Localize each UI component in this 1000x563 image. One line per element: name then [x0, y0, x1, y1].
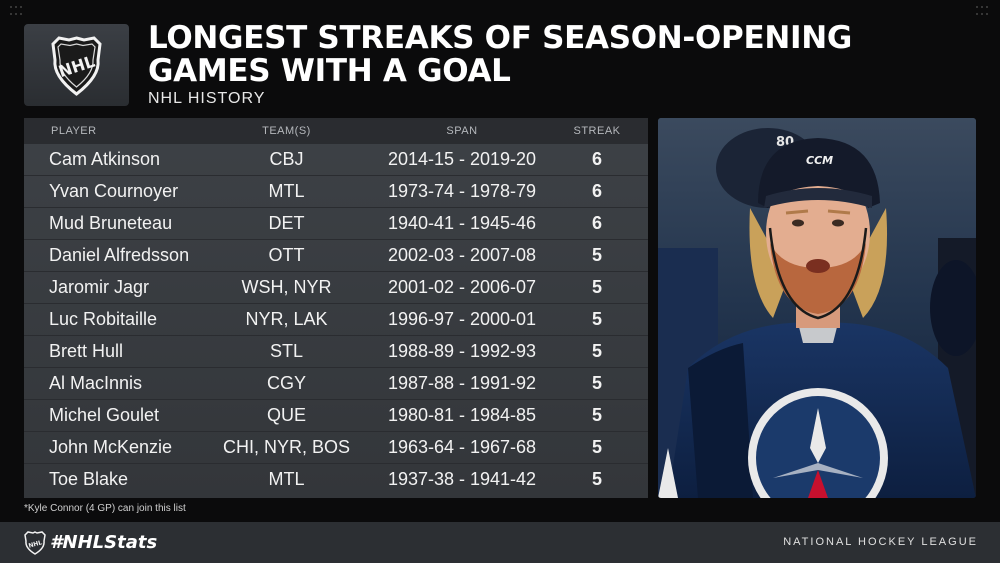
- season-span: 1988-89 - 1992-93: [387, 341, 537, 361]
- player-teams: CBJ: [269, 149, 304, 169]
- hockey-player-photo-icon: 80 CCM: [658, 118, 976, 498]
- corner-dots-right: [976, 6, 990, 20]
- player-name: Brett Hull: [49, 341, 124, 361]
- player-teams: OTT: [268, 245, 305, 265]
- table-row: Mud Bruneteau DET 1940-41 - 1945-46 6: [24, 208, 648, 240]
- page-subtitle: NHL HISTORY: [148, 90, 266, 107]
- season-span: 2001-02 - 2006-07: [387, 277, 537, 297]
- player-teams: MTL: [268, 181, 305, 201]
- streak-count: 6: [591, 181, 602, 201]
- season-span: 1963-64 - 1967-68: [387, 437, 537, 457]
- streak-count: 5: [591, 309, 602, 329]
- table-row: John McKenzie CHI, NYR, BOS 1963-64 - 19…: [24, 432, 648, 464]
- streak-count: 5: [591, 341, 602, 361]
- player-name: John McKenzie: [49, 437, 173, 457]
- league-name: NATIONAL HOCKEY LEAGUE: [783, 536, 978, 548]
- player-name: Al MacInnis: [49, 373, 143, 393]
- logo-box: NHL: [24, 24, 129, 106]
- table-row: Brett Hull STL 1988-89 - 1992-93 5: [24, 336, 648, 368]
- player-name: Yvan Cournoyer: [49, 181, 179, 201]
- player-teams: STL: [269, 341, 303, 361]
- table-header: PLAYER TEAM(S) SPAN STREAK: [24, 118, 648, 144]
- player-name: Michel Goulet: [49, 405, 160, 425]
- player-teams: WSH, NYR: [241, 277, 332, 297]
- streaks-table: PLAYER TEAM(S) SPAN STREAK Cam Atkinson …: [24, 118, 648, 498]
- streak-count: 5: [591, 373, 602, 393]
- season-span: 1937-38 - 1941-42: [387, 469, 537, 489]
- table-row: Jaromir Jagr WSH, NYR 2001-02 - 2006-07 …: [24, 272, 648, 304]
- streak-count: 5: [591, 277, 602, 297]
- season-span: 1996-97 - 2000-01: [387, 309, 537, 329]
- streak-count: 5: [591, 437, 602, 457]
- column-header-player: PLAYER: [51, 125, 97, 137]
- player-teams: MTL: [268, 469, 305, 489]
- column-header-streak: STREAK: [573, 125, 621, 137]
- page-title: Longest Streaks of Season-Opening Games …: [148, 20, 853, 89]
- streak-count: 5: [591, 469, 602, 489]
- streak-count: 6: [591, 149, 602, 169]
- table-row: Toe Blake MTL 1937-38 - 1941-42 5: [24, 464, 648, 495]
- table-row: Luc Robitaille NYR, LAK 1996-97 - 2000-0…: [24, 304, 648, 336]
- season-span: 1973-74 - 1978-79: [387, 181, 537, 201]
- player-name: Cam Atkinson: [49, 149, 161, 169]
- player-teams: DET: [268, 213, 305, 233]
- player-name: Jaromir Jagr: [49, 277, 150, 297]
- season-span: 1940-41 - 1945-46: [387, 213, 537, 233]
- footer-bar: NHL #NHLStats NATIONAL HOCKEY LEAGUE: [0, 522, 1000, 563]
- player-name: Toe Blake: [49, 469, 129, 489]
- table-row: Yvan Cournoyer MTL 1973-74 - 1978-79 6: [24, 176, 648, 208]
- season-span: 1987-88 - 1991-92: [387, 373, 537, 393]
- player-name: Daniel Alfredsson: [49, 245, 190, 265]
- season-span: 2002-03 - 2007-08: [387, 245, 537, 265]
- player-name: Mud Bruneteau: [49, 213, 173, 233]
- svg-text:NHL: NHL: [28, 539, 43, 549]
- player-teams: NYR, LAK: [245, 309, 328, 329]
- column-header-teams: TEAM(S): [262, 125, 311, 137]
- table-row: Daniel Alfredsson OTT 2002-03 - 2007-08 …: [24, 240, 648, 272]
- season-span: 1980-81 - 1984-85: [387, 405, 537, 425]
- player-teams: CHI, NYR, BOS: [222, 437, 351, 457]
- hashtag: #NHLStats: [50, 532, 158, 553]
- column-header-span: SPAN: [446, 125, 478, 137]
- player-name: Luc Robitaille: [49, 309, 158, 329]
- helmet-brand: CCM: [806, 154, 833, 167]
- player-teams: CGY: [266, 373, 306, 393]
- table-row: Al MacInnis CGY 1987-88 - 1991-92 5: [24, 368, 648, 400]
- footnote: *Kyle Connor (4 GP) can join this list: [24, 503, 186, 514]
- player-teams: QUE: [266, 405, 306, 425]
- streak-count: 5: [591, 405, 602, 425]
- streak-count: 6: [591, 213, 602, 233]
- table-row: Michel Goulet QUE 1980-81 - 1984-85 5: [24, 400, 648, 432]
- season-span: 2014-15 - 2019-20: [387, 149, 537, 169]
- corner-dots-left: [10, 6, 24, 20]
- player-photo: 80 CCM: [658, 118, 976, 498]
- nhl-shield-logo-icon: NHL: [51, 36, 102, 96]
- table-row: Cam Atkinson CBJ 2014-15 - 2019-20 6: [24, 144, 648, 176]
- streak-count: 5: [591, 245, 602, 265]
- nhl-shield-small-logo-icon: NHL: [24, 531, 46, 555]
